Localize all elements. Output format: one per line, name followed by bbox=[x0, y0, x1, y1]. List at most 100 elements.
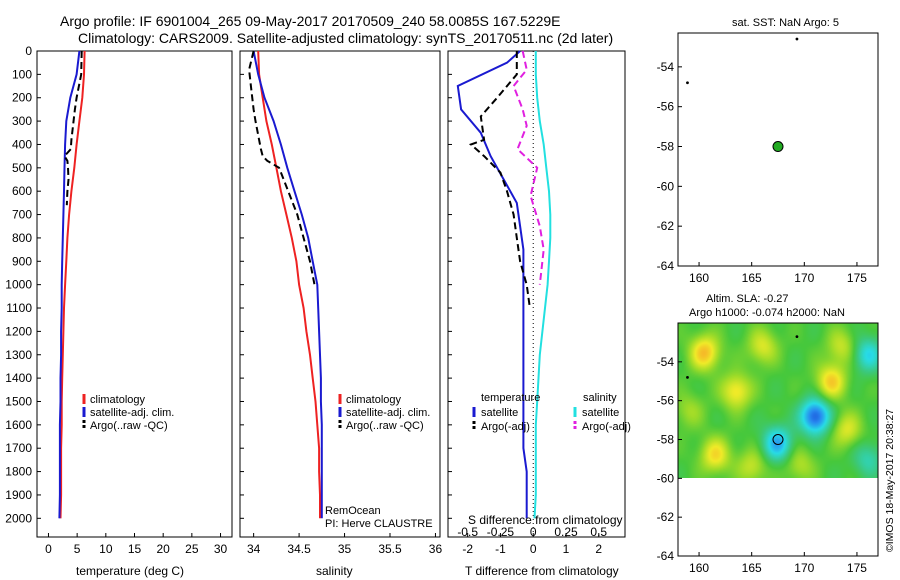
salinity-annotation-1: RemOcean bbox=[325, 505, 381, 517]
sla-map-title2: Argo h1000: -0.074 h2000: NaN bbox=[689, 307, 845, 319]
y-tick-label: 2000 bbox=[5, 511, 32, 525]
y-tick-label: 300 bbox=[12, 114, 32, 128]
y-tick-label: 700 bbox=[12, 208, 32, 222]
x-tick-label: -1 bbox=[495, 542, 506, 556]
x-tick-label: 35 bbox=[338, 542, 352, 556]
sst-map-panel: 160 165 170 175 -54 -56 -58 -60 -62 -64 bbox=[657, 32, 879, 285]
legend-title: salinity bbox=[583, 392, 617, 404]
y-tick-label: 900 bbox=[12, 254, 32, 268]
x-tick-label: -2 bbox=[462, 542, 473, 556]
y-tick-label: 200 bbox=[12, 91, 32, 105]
y-tick-label: 1200 bbox=[5, 324, 32, 338]
legend-label: satellite-adj. clim. bbox=[90, 407, 174, 419]
y-tick-label: -54 bbox=[657, 60, 675, 74]
argo-dot bbox=[795, 335, 799, 338]
x-tick-label: 30 bbox=[214, 542, 228, 556]
x-tick-label: 34.5 bbox=[287, 542, 311, 556]
y-tick-label: -60 bbox=[657, 179, 675, 193]
legend-label: climatology bbox=[346, 394, 402, 406]
x-tick-label: 5 bbox=[74, 542, 81, 556]
argo-dot bbox=[686, 81, 689, 85]
sst-map-title: sat. SST: NaN Argo: 5 bbox=[732, 17, 839, 29]
legend-label: Argo(-adj) bbox=[582, 421, 631, 433]
x-tick-label: 15 bbox=[128, 542, 142, 556]
legend-label: Argo(-adj) bbox=[481, 421, 530, 433]
series-satellite-adj-clim- bbox=[58, 50, 81, 519]
x-tick-label: 0 bbox=[45, 542, 52, 556]
x2-tick-label: -0.25 bbox=[487, 525, 515, 539]
legend-label: Argo(..raw -QC) bbox=[346, 420, 424, 432]
series-climatology bbox=[257, 50, 321, 519]
x2-tick-label: 0.25 bbox=[554, 525, 578, 539]
y-tick-label: 1600 bbox=[5, 418, 32, 432]
y-tick-label: -58 bbox=[657, 140, 675, 154]
x-tick-label: 20 bbox=[156, 542, 170, 556]
x-tick-label: 35.5 bbox=[378, 542, 402, 556]
series-argo-raw-qc- bbox=[63, 50, 83, 206]
x-tick-label: 170 bbox=[794, 561, 814, 575]
x-tick-label: 160 bbox=[689, 271, 709, 285]
series-temperature-satellite bbox=[456, 50, 528, 519]
x2-tick-label: 0.5 bbox=[590, 525, 607, 539]
y-tick-label: 0 bbox=[25, 44, 32, 58]
y-tick-label: -58 bbox=[657, 433, 675, 447]
y-tick-label: 1400 bbox=[5, 371, 32, 385]
figure-title-line2: Climatology: CARS2009. Satellite-adjuste… bbox=[78, 30, 613, 46]
y-tick-label: 1800 bbox=[5, 465, 32, 479]
temperature-xlabel: temperature (deg C) bbox=[76, 564, 184, 578]
y-tick-label: 100 bbox=[12, 67, 32, 81]
x-tick-label: 10 bbox=[99, 542, 113, 556]
y-tick-label: -62 bbox=[657, 219, 675, 233]
argo-dot bbox=[795, 37, 799, 41]
salinity-panel: 34 34.5 35 35.5 36 climatologysatellite-adj. … bbox=[239, 50, 443, 556]
panel-frame bbox=[36, 50, 233, 538]
x-tick-label: 170 bbox=[794, 271, 814, 285]
y-tick-label: -56 bbox=[657, 100, 675, 114]
y-tick-label: 1900 bbox=[5, 488, 32, 502]
y-tick-label: 1100 bbox=[6, 301, 32, 315]
series-climatology bbox=[59, 50, 86, 519]
x-tick-label: 165 bbox=[742, 561, 762, 575]
x-tick-label: 34 bbox=[247, 542, 261, 556]
x-tick-label: 36 bbox=[429, 542, 443, 556]
x2-tick-label: -0.5 bbox=[457, 525, 478, 539]
x-tick-label: 165 bbox=[742, 271, 762, 285]
y-tick-label: 1300 bbox=[5, 348, 32, 362]
salinity-annotation-2: PI: Herve CLAUSTRE bbox=[325, 518, 433, 530]
x-tick-label: 160 bbox=[689, 561, 709, 575]
panel-frame bbox=[239, 50, 441, 538]
series-satellite-adj-clim- bbox=[252, 50, 323, 519]
y-tick-label: 800 bbox=[12, 231, 32, 245]
sla-map-panel: 160 165 170 175 -54 -56 -58 -60 -62 -64 bbox=[657, 322, 879, 575]
y-tick-label: 600 bbox=[12, 184, 32, 198]
y-tick-label: -60 bbox=[657, 471, 675, 485]
argo-dot bbox=[686, 375, 689, 379]
y-tick-label: 1700 bbox=[5, 441, 32, 455]
y-tick-label: -56 bbox=[657, 394, 675, 408]
series-temperature-argo-adj- bbox=[468, 51, 531, 309]
imos-credit: ©IMOS 18-May-2017 20:38:27 bbox=[884, 409, 896, 552]
difference-xlabel: T difference from climatology bbox=[465, 564, 619, 578]
series-salinity-argo-adj- bbox=[512, 50, 545, 285]
x-tick-label: 2 bbox=[595, 542, 602, 556]
difference-panel: -2-1012-0.5-0.2500.250.5temperaturesalin… bbox=[447, 50, 631, 556]
x-tick-label: 0 bbox=[530, 542, 537, 556]
legend-label: satellite bbox=[481, 407, 518, 419]
x-tick-label: 25 bbox=[185, 542, 199, 556]
legend-label: Argo(..raw -QC) bbox=[90, 420, 168, 432]
sla-map-title1: Altim. SLA: -0.27 bbox=[706, 293, 789, 305]
y-tick-label: -64 bbox=[657, 549, 675, 563]
y-tick-label: -62 bbox=[657, 510, 675, 524]
x-tick-label: 175 bbox=[847, 271, 867, 285]
float-marker bbox=[772, 434, 784, 445]
x-tick-label: 1 bbox=[563, 542, 570, 556]
x-tick-label: 175 bbox=[847, 561, 867, 575]
y-tick-label: 400 bbox=[12, 137, 32, 151]
y-tick-label: 1000 bbox=[5, 278, 32, 292]
float-marker bbox=[772, 141, 784, 153]
y-tick-label: 1500 bbox=[5, 394, 32, 408]
temperature-panel: 0100200300400500600700800900100011001200… bbox=[5, 44, 233, 556]
y-tick-label: 500 bbox=[12, 161, 32, 175]
difference-x2label: S difference from climatology bbox=[468, 513, 623, 527]
